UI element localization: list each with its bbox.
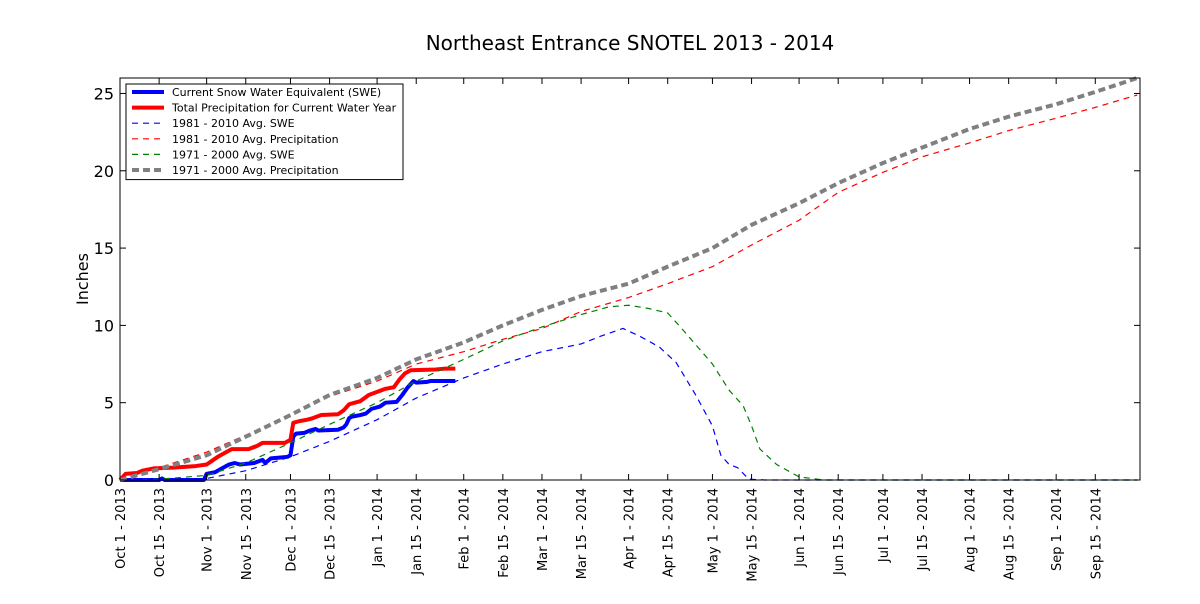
x-tick-label: Jul 15 - 2014 <box>916 488 931 571</box>
legend-label: 1981 - 2010 Avg. SWE <box>172 117 295 130</box>
legend-label: 1971 - 2000 Avg. Precipitation <box>172 164 339 177</box>
x-tick-label: Sep 15 - 2014 <box>1089 488 1104 579</box>
x-tick-label: Feb 15 - 2014 <box>497 488 512 578</box>
x-tick-label: Jul 1 - 2014 <box>877 488 892 563</box>
x-tick-label: Jan 15 - 2014 <box>410 488 425 576</box>
x-tick-label: Jun 15 - 2014 <box>832 488 847 576</box>
series-line-3 <box>120 327 1138 481</box>
x-tick-label: Oct 15 - 2013 <box>153 488 168 577</box>
x-tick-label: Nov 1 - 2013 <box>201 488 216 572</box>
x-tick-label: Sep 1 - 2014 <box>1050 488 1065 571</box>
legend-label: Current Snow Water Equivalent (SWE) <box>172 86 381 99</box>
x-tick-label: Dec 1 - 2013 <box>285 488 300 572</box>
y-tick-label: 0 <box>104 471 114 490</box>
legend-label: 1981 - 2010 Avg. Precipitation <box>172 133 339 146</box>
chart-title: Northeast Entrance SNOTEL 2013 - 2014 <box>426 31 835 55</box>
series-line-2 <box>118 366 456 482</box>
x-tick-label: Aug 15 - 2014 <box>1003 488 1018 580</box>
legend-box <box>125 83 404 181</box>
y-tick-label: 25 <box>94 84 114 103</box>
x-tick-label: Mar 15 - 2014 <box>575 488 590 579</box>
x-tick-label: Oct 1 - 2013 <box>114 488 129 569</box>
plot-area <box>118 76 1138 482</box>
x-tick-label: Apr 1 - 2014 <box>623 488 638 569</box>
x-tick-label: Mar 1 - 2014 <box>536 488 551 571</box>
y-axis-label: Inches <box>73 253 92 305</box>
x-tick-label: Apr 15 - 2014 <box>662 488 677 577</box>
legend: Current Snow Water Equivalent (SWE) Total… <box>125 83 404 181</box>
x-tick-label: May 1 - 2014 <box>706 488 721 573</box>
series-line-1 <box>120 379 456 482</box>
x-tick-label: Feb 1 - 2014 <box>458 488 473 569</box>
series-line-4 <box>119 94 1138 481</box>
y-tick-label: 10 <box>94 316 114 335</box>
x-tick-label: Dec 15 - 2013 <box>324 488 339 580</box>
y-tick-label: 5 <box>104 394 114 413</box>
x-tick-label: Jan 1 - 2014 <box>371 488 386 567</box>
x-tick-label: Jun 1 - 2014 <box>793 488 808 568</box>
plot-frame <box>119 77 1141 481</box>
y-tick-label: 15 <box>94 239 114 258</box>
x-tick-label: Nov 15 - 2013 <box>240 488 255 580</box>
y-tick-label: 20 <box>94 162 114 181</box>
x-tick-label: Aug 1 - 2014 <box>964 488 979 572</box>
series-line-5 <box>119 304 1138 481</box>
legend-label: 1971 - 2000 Avg. SWE <box>172 148 295 161</box>
x-tick-label: May 15 - 2014 <box>746 488 761 582</box>
axes-ticks: 0 5 10 15 20 25 Oct 1 - 2013 Oct 15 - 2013 Nov 1… <box>94 78 1140 582</box>
legend-label: Total Precipitation for Current Water Ye… <box>171 102 397 115</box>
